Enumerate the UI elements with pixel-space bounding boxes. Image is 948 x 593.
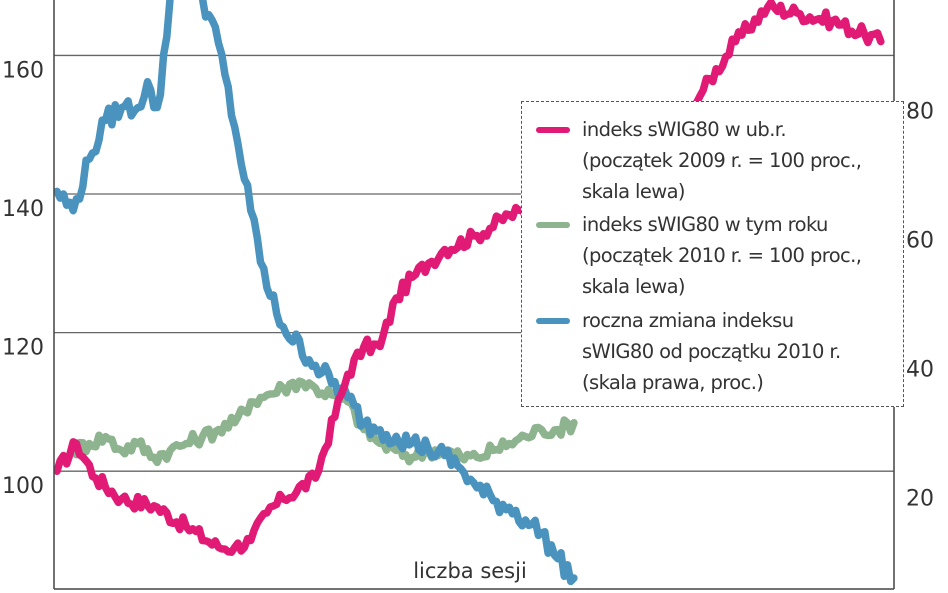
- left-tick-label: 120: [2, 336, 44, 361]
- legend-label-swig80-2009: indeks sWIG80 w ub.r. (początek 2009 r. …: [582, 118, 862, 203]
- series-line-annual-change: [54, 0, 578, 586]
- left-tick-label: 140: [2, 197, 44, 222]
- left-tick-labels: 100 120 140 160: [2, 58, 44, 499]
- legend-item-annual-change: roczna zmiana indeksu sWIG80 od początku…: [536, 305, 841, 398]
- right-tick-label: 80: [906, 100, 934, 125]
- legend: indeks sWIG80 w ub.r. (początek 2009 r. …: [521, 101, 904, 407]
- left-tick-label: 160: [2, 58, 44, 83]
- legend-swatch-annual-change: [536, 318, 570, 324]
- series-layer: [54, 0, 885, 586]
- x-axis-label: liczba sesji: [413, 559, 527, 583]
- legend-swatch-swig80-2009: [536, 127, 570, 133]
- left-tick-label: 100: [2, 474, 44, 499]
- series-line-swig80-2010: [69, 377, 578, 467]
- legend-swatch-swig80-2010: [536, 222, 570, 228]
- series-line-swig80-2009: [54, 0, 885, 556]
- right-tick-label: 40: [906, 357, 934, 382]
- legend-label-swig80-2010: indeks sWIG80 w tym roku (początek 2010 …: [582, 213, 862, 298]
- right-tick-label: 60: [906, 229, 934, 254]
- legend-item-swig80-2009: indeks sWIG80 w ub.r. (początek 2009 r. …: [536, 114, 862, 207]
- legend-label-annual-change: roczna zmiana indeksu sWIG80 od początku…: [582, 309, 841, 394]
- legend-item-swig80-2010: indeks sWIG80 w tym roku (początek 2010 …: [536, 209, 862, 302]
- right-tick-label: 20: [906, 486, 934, 511]
- right-tick-labels: 20 40 60 80: [906, 100, 934, 512]
